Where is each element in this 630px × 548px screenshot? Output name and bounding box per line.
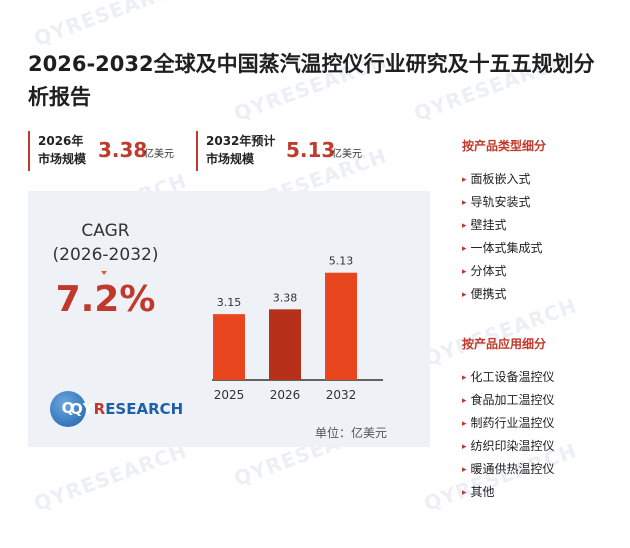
applications-list: 化工设备温控仪 食品加工温控仪 制药行业温控仪 纺织印染温控仪 暖通供热温控仪 …	[462, 366, 555, 504]
caret-down-icon	[101, 271, 107, 275]
list-item: 纺织印染温控仪	[462, 435, 555, 458]
product-types-list: 面板嵌入式 导轨安装式 壁挂式 一体式集成式 分体式 便携式	[462, 168, 543, 306]
list-item: 一体式集成式	[462, 237, 543, 260]
kpi-value: 3.38	[98, 138, 148, 162]
cagr-label-line2: (2026-2032)	[52, 245, 159, 265]
logo-circle-letter: Q	[61, 399, 75, 417]
watermark: QYRESEARCH	[30, 0, 191, 51]
logo-text-r: R	[93, 400, 106, 418]
bar-2025	[213, 314, 245, 380]
unit-note: 单位：亿美元	[315, 426, 388, 440]
kpi-label-line2: 市场规模	[38, 152, 87, 166]
logo-text-rest: ESEARCH	[105, 400, 184, 418]
list-item: 分体式	[462, 260, 543, 283]
list-item: 暖通供热温控仪	[462, 458, 555, 481]
logo-text-main: QY	[70, 400, 94, 418]
bar-chart: 3.15 2025 3.38 2026 5.13 2032	[212, 255, 383, 402]
x-tick-label: 2032	[326, 388, 357, 402]
kpi-2032-market-size: 2032年预计 市场规模 5.13 亿美元	[196, 131, 379, 171]
list-item: 壁挂式	[462, 214, 543, 237]
chart-panel: CAGR (2026-2032) 7.2% 3.15 2025 3.38 2026 5.…	[28, 191, 430, 447]
x-tick-label: 2025	[214, 388, 245, 402]
list-item: 食品加工温控仪	[462, 389, 555, 412]
bar-2032	[325, 272, 357, 380]
kpi-value: 5.13	[286, 138, 336, 162]
product-types-heading: 按产品类型细分	[462, 139, 547, 153]
list-item: 面板嵌入式	[462, 168, 543, 191]
logo-globe-icon: Q	[50, 391, 86, 427]
x-tick-label: 2026	[270, 388, 301, 402]
cagr-value: 7.2%	[55, 279, 156, 320]
cagr-label: CAGR (2026-2032)	[28, 219, 183, 267]
logo-wordmark: QYRESEARCH	[70, 400, 183, 418]
qyresearch-logo: Q QYRESEARCH	[50, 391, 190, 427]
list-item: 便携式	[462, 283, 543, 306]
kpi-label: 2026年 市场规模	[38, 132, 86, 168]
bar-2026	[269, 309, 301, 380]
applications-heading: 按产品应用细分	[462, 337, 547, 351]
list-item: 其他	[462, 481, 555, 504]
list-item: 化工设备温控仪	[462, 366, 555, 389]
kpi-unit: 亿美元	[144, 149, 174, 160]
kpi-unit: 亿美元	[332, 149, 362, 160]
list-item: 导轨安装式	[462, 191, 543, 214]
bar-value-label: 5.13	[329, 255, 354, 268]
kpi-2026-market-size: 2026年 市场规模 3.38 亿美元	[28, 131, 186, 171]
kpi-label-line1: 2026年	[38, 134, 84, 148]
page-title: 2026-2032全球及中国蒸汽温控仪行业研究及十五五规划分析报告	[28, 52, 595, 109]
list-item: 制药行业温控仪	[462, 412, 555, 435]
watermark: QYRESEARCH	[30, 438, 191, 516]
kpi-label: 2032年预计 市场规模	[206, 132, 275, 168]
bar-value-label: 3.15	[217, 296, 242, 309]
kpi-label-line1: 2032年预计	[206, 134, 276, 148]
kpi-label-line2: 市场规模	[206, 152, 255, 166]
bar-value-label: 3.38	[273, 291, 298, 304]
cagr-label-line1: CAGR	[81, 221, 130, 241]
